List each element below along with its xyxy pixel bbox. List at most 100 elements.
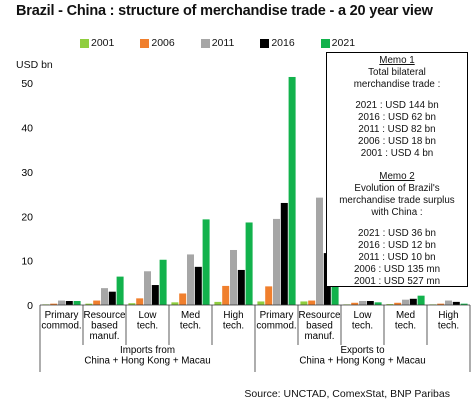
y-axis-label: USD bn xyxy=(16,59,53,71)
y-tick-label: 10 xyxy=(21,256,33,268)
memo1-subtitle: Total bilateral xyxy=(368,67,426,78)
bar-2021 xyxy=(245,222,253,305)
x-tick-label: Low xyxy=(354,310,373,321)
y-tick-label: 30 xyxy=(21,167,33,179)
bar-2021 xyxy=(73,301,81,305)
bar-2006 xyxy=(394,302,402,305)
memo2-line: 2001 : USD 527 mn xyxy=(353,276,441,287)
bar-2001 xyxy=(85,303,93,305)
bar-2021 xyxy=(116,276,124,305)
x-tick-label: Primary xyxy=(260,310,294,321)
bar-2016 xyxy=(237,269,245,305)
chart-title: Brazil - China : structure of merchandis… xyxy=(16,3,433,19)
y-tick-label: 20 xyxy=(21,211,33,223)
memo1-line: 2001 : USD 4 bn xyxy=(360,148,434,159)
bar-2001 xyxy=(128,303,136,305)
bar-2006 xyxy=(50,303,58,305)
bar-2011 xyxy=(402,299,409,305)
y-tick-label: 50 xyxy=(21,78,33,90)
bar-2011 xyxy=(101,288,108,305)
bar-2006 xyxy=(93,300,101,305)
bar-2016 xyxy=(151,285,159,305)
legend-swatch xyxy=(320,38,330,48)
bar-2001 xyxy=(214,301,222,305)
legend-swatch xyxy=(140,38,150,48)
bar-2011 xyxy=(58,300,65,305)
legend-item-2011: 2011 xyxy=(200,37,234,49)
legend-swatch xyxy=(260,38,270,48)
x-tick-label: Med xyxy=(181,310,200,321)
x-tick-label: High xyxy=(223,310,243,321)
bar-2006 xyxy=(179,293,187,305)
memo1-line: 2006 : USD 18 bn xyxy=(358,136,436,147)
memo2-subtitle: merchandise trade surplus xyxy=(339,195,455,206)
x-tick-label: tech. xyxy=(137,321,158,332)
bar-2016 xyxy=(366,301,374,305)
memo1-heading: Memo 1 xyxy=(379,55,415,66)
x-tick-label: based xyxy=(91,321,118,332)
bar-2021 xyxy=(159,259,167,305)
bar-2006 xyxy=(265,286,273,305)
x-tick-label: tech. xyxy=(352,321,373,332)
bar-2011 xyxy=(273,218,280,305)
legend-item-2016: 2016 xyxy=(260,37,295,49)
legend-label: 2016 xyxy=(271,37,295,49)
bar-2001 xyxy=(257,301,265,305)
bar-2021 xyxy=(374,302,382,305)
legend-item-2021: 2021 xyxy=(320,37,356,49)
legend-label: 2006 xyxy=(151,37,175,49)
bar-2011 xyxy=(359,301,366,305)
bar-2016 xyxy=(280,202,288,305)
x-tick-label: based xyxy=(306,321,333,332)
bar-2006 xyxy=(308,300,316,305)
x-tick-label: tech. xyxy=(180,321,201,332)
x-tick-label: tech. xyxy=(395,321,416,332)
memo2-line: 2006 : USD 135 mn xyxy=(353,264,441,275)
x-tick-label: manuf. xyxy=(305,331,335,342)
bar-2021 xyxy=(288,76,296,305)
group-label: Exports to xyxy=(340,345,385,356)
x-tick-label: Med xyxy=(396,310,415,321)
bar-2006 xyxy=(351,302,359,305)
bar-2016 xyxy=(108,291,116,305)
bar-2011 xyxy=(316,197,323,305)
memo1-line: 2011 : USD 82 bn xyxy=(358,124,436,135)
x-tick-label: tech. xyxy=(223,321,244,332)
x-tick-label: Low xyxy=(139,310,158,321)
x-tick-label: High xyxy=(438,310,458,321)
legend-swatch xyxy=(80,38,89,48)
bar-2016 xyxy=(194,266,202,305)
memo2-line: 2016 : USD 12 bn xyxy=(358,240,436,251)
memo2-line: 2021 : USD 36 bn xyxy=(358,228,436,239)
legend-item-2001: 2001 xyxy=(80,37,114,49)
bar-2006 xyxy=(437,303,445,305)
x-tick-label: manuf. xyxy=(90,331,120,342)
group-label: China + Hong Kong + Macau xyxy=(299,356,425,367)
memo1-line: 2016 : USD 62 bn xyxy=(358,112,436,123)
bar-2011 xyxy=(144,271,151,305)
bar-2001 xyxy=(386,304,394,305)
x-tick-label: Resource xyxy=(299,310,341,321)
bar-2001 xyxy=(300,301,308,305)
memo2-subtitle: Evolution of Brazil's xyxy=(354,183,440,194)
legend-label: 2001 xyxy=(91,37,115,49)
x-tick-label: Primary xyxy=(45,310,79,321)
bar-2016 xyxy=(409,298,417,305)
bar-2011 xyxy=(230,249,237,305)
memo1-subtitle: merchandise trade : xyxy=(353,79,441,90)
bar-2006 xyxy=(222,285,230,305)
bar-2021 xyxy=(417,295,425,305)
bar-2011 xyxy=(187,254,194,305)
source-note: Source: UNCTAD, ComexStat, BNP Paribas xyxy=(244,388,450,400)
legend-label: 2021 xyxy=(331,37,356,49)
x-tick-label: tech. xyxy=(438,321,459,332)
bar-2021 xyxy=(460,303,468,305)
bar-2016 xyxy=(65,301,73,305)
memo1-line: 2021 : USD 144 bn xyxy=(355,100,439,111)
chart-legend: 2001 2006 2011 2016 2021 xyxy=(80,37,381,49)
bar-2006 xyxy=(136,298,144,305)
x-tick-label: commod. xyxy=(41,321,81,332)
bar-2011 xyxy=(445,300,452,305)
bar-2021 xyxy=(202,219,210,305)
